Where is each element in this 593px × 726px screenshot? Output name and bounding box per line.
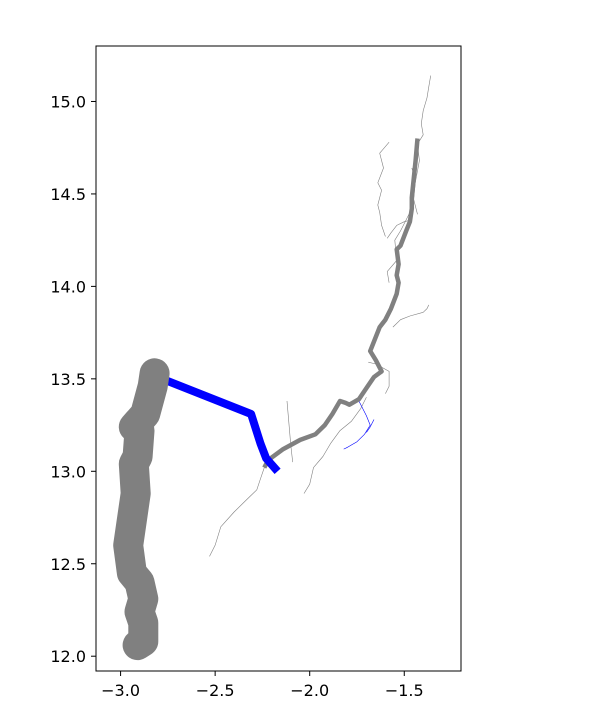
plot-frame (95, 45, 462, 672)
y-axis: 12.0 12.5 13.0 13.5 14.0 14.5 15.0 (50, 92, 96, 666)
route-line-8 (286, 400, 293, 463)
route-line-5 (368, 361, 390, 394)
x-tick-label: −2.5 (196, 681, 235, 700)
route-line-1 (377, 142, 390, 237)
y-tick-label: 12.5 (50, 555, 86, 574)
series-layer (113, 75, 431, 661)
y-tick-label: 13.0 (50, 462, 86, 481)
route-line-12 (151, 371, 281, 474)
route-line-9 (343, 400, 371, 450)
route-line-6 (303, 397, 367, 494)
route-line-10 (366, 419, 375, 433)
route-line-7 (209, 467, 265, 557)
route-line-0 (386, 75, 431, 283)
y-tick-label: 12.0 (50, 647, 86, 666)
y-tick-label: 14.5 (50, 185, 86, 204)
x-tick-label: −3.0 (101, 681, 140, 700)
route-line-2 (386, 219, 412, 239)
y-tick-label: 14.0 (50, 277, 86, 296)
route-line-4 (392, 304, 430, 328)
x-tick-label: −1.5 (385, 681, 424, 700)
x-axis: −3.0 −2.5 −2.0 −1.5 (101, 671, 424, 700)
y-tick-label: 13.5 (50, 370, 86, 389)
route-line-13 (113, 358, 170, 661)
x-tick-label: −2.0 (290, 681, 329, 700)
y-tick-label: 15.0 (50, 92, 86, 111)
route-line-11 (262, 138, 420, 469)
